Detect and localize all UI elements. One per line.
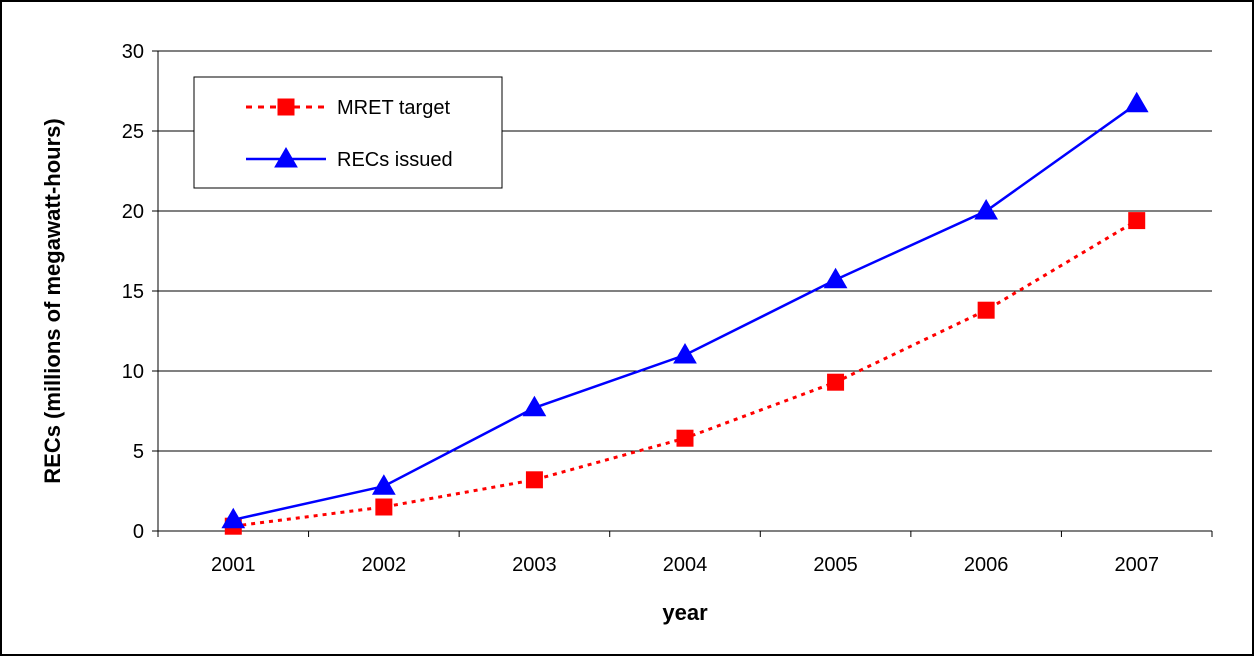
x-tick-label: 2007 — [1114, 554, 1159, 576]
y-tick-label: 30 — [122, 41, 144, 63]
legend-swatch-marker — [277, 98, 295, 116]
data-point — [823, 267, 848, 289]
x-tick-label: 2003 — [512, 554, 557, 576]
x-tick-label: 2006 — [964, 554, 1009, 576]
legend: MRET target RECs issued — [193, 76, 503, 189]
x-tick-label: 2001 — [211, 554, 256, 576]
data-point — [673, 343, 697, 364]
legend-swatch-marker — [274, 147, 298, 168]
y-tick-label: 15 — [122, 281, 144, 303]
data-point — [371, 474, 396, 495]
series-recs-issued — [221, 91, 1149, 529]
y-tick-label: 10 — [122, 361, 144, 383]
axes: 0 5 10 15 20 25 30 2001 2002 2003 2004 2005 2006 2007 — [122, 41, 1213, 576]
data-point — [1124, 91, 1149, 113]
data-point — [827, 373, 845, 391]
data-point — [977, 301, 995, 319]
data-point — [522, 395, 547, 417]
y-axis-title: RECs (millions of megawatt-hours) — [40, 118, 65, 483]
x-tick-label: 2004 — [663, 554, 708, 576]
y-tick-label: 25 — [122, 121, 144, 143]
x-tick-label: 2002 — [362, 554, 407, 576]
x-axis-title: year — [662, 600, 708, 625]
data-point — [221, 507, 246, 529]
data-point — [974, 199, 999, 220]
data-point — [375, 498, 393, 516]
legend-box — [193, 76, 503, 189]
data-point — [676, 429, 694, 447]
data-point — [1128, 212, 1146, 230]
legend-items: MRET target RECs issued — [246, 97, 453, 171]
legend-label: RECs issued — [337, 149, 453, 171]
y-tick-label: 5 — [133, 441, 144, 463]
y-tick-label: 0 — [133, 521, 144, 543]
series-group — [221, 91, 1149, 535]
legend-label: MRET target — [337, 97, 450, 119]
y-tick-label: 20 — [122, 201, 144, 223]
data-point — [525, 471, 543, 489]
x-tick-label: 2005 — [813, 554, 858, 576]
